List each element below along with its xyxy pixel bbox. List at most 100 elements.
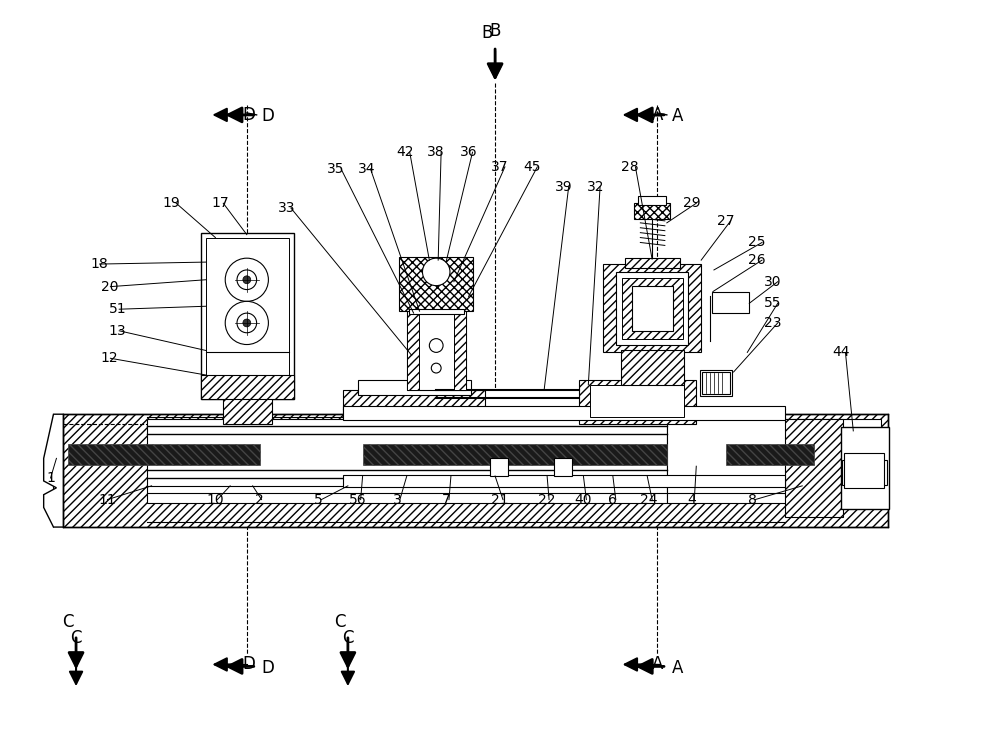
Text: 30: 30 <box>764 275 782 289</box>
Text: 4: 4 <box>687 492 696 507</box>
Bar <box>343 475 785 486</box>
Text: 11: 11 <box>99 492 116 507</box>
Bar <box>726 444 814 465</box>
Circle shape <box>225 259 268 301</box>
Text: C: C <box>62 613 74 631</box>
Text: 7: 7 <box>442 492 450 507</box>
Text: C: C <box>342 629 354 647</box>
Text: 21: 21 <box>491 492 509 507</box>
Text: 25: 25 <box>748 235 766 250</box>
Bar <box>632 285 673 331</box>
Text: 45: 45 <box>524 160 541 174</box>
Bar <box>201 232 294 399</box>
Text: 3: 3 <box>393 492 401 507</box>
Text: 56: 56 <box>349 492 367 507</box>
Bar <box>201 375 294 399</box>
Bar <box>233 331 263 419</box>
Text: 24: 24 <box>640 492 658 507</box>
Text: 35: 35 <box>327 162 345 176</box>
Bar <box>206 238 289 395</box>
Text: 27: 27 <box>717 214 734 228</box>
Bar <box>63 414 888 527</box>
Text: C: C <box>70 629 82 647</box>
Text: 51: 51 <box>108 302 126 316</box>
Text: 55: 55 <box>764 297 782 311</box>
Text: A: A <box>672 659 683 676</box>
Bar <box>343 390 485 419</box>
Text: 17: 17 <box>212 196 229 210</box>
Bar <box>622 278 683 339</box>
Text: 28: 28 <box>621 160 638 174</box>
Text: C: C <box>334 613 346 631</box>
Bar <box>579 380 696 424</box>
Text: 23: 23 <box>764 316 782 330</box>
Bar <box>147 419 667 503</box>
Text: A: A <box>672 107 683 125</box>
Bar <box>223 395 272 424</box>
Text: 8: 8 <box>748 492 757 507</box>
Text: 34: 34 <box>358 162 375 176</box>
Text: 37: 37 <box>491 160 509 174</box>
Text: 44: 44 <box>833 346 850 359</box>
Bar <box>454 311 466 390</box>
Text: D: D <box>262 659 274 676</box>
Bar <box>841 427 889 510</box>
Bar <box>702 372 730 393</box>
Bar <box>667 419 881 503</box>
Text: 33: 33 <box>278 201 296 215</box>
Bar <box>667 419 881 503</box>
Text: 42: 42 <box>396 145 414 159</box>
Bar <box>490 458 508 476</box>
Bar <box>554 458 572 476</box>
Bar <box>616 272 688 344</box>
Text: 40: 40 <box>575 492 592 507</box>
Bar <box>634 203 670 219</box>
Text: 18: 18 <box>91 257 108 271</box>
Bar <box>590 384 684 417</box>
Text: 12: 12 <box>101 352 118 365</box>
Text: 26: 26 <box>748 253 766 267</box>
Bar <box>407 311 419 390</box>
Text: D: D <box>242 656 255 673</box>
Bar <box>621 350 684 384</box>
Bar <box>785 419 843 517</box>
Text: D: D <box>242 106 255 124</box>
Circle shape <box>225 301 268 344</box>
Bar <box>842 429 887 507</box>
Text: 38: 38 <box>427 145 445 159</box>
Text: 2: 2 <box>255 492 264 507</box>
Circle shape <box>431 363 441 373</box>
Circle shape <box>422 259 450 285</box>
Bar <box>358 380 471 395</box>
Bar <box>844 454 884 488</box>
Circle shape <box>237 313 257 333</box>
Text: 19: 19 <box>162 196 180 210</box>
Bar <box>638 197 666 205</box>
Bar <box>625 259 680 268</box>
Text: 29: 29 <box>683 196 700 210</box>
Polygon shape <box>44 414 63 527</box>
Text: 1: 1 <box>46 471 55 485</box>
Bar <box>147 419 667 503</box>
Text: 36: 36 <box>460 145 477 159</box>
Bar <box>603 264 701 352</box>
Circle shape <box>429 339 443 352</box>
Bar <box>842 460 887 485</box>
Text: 39: 39 <box>555 180 573 194</box>
Text: A: A <box>652 106 663 124</box>
Text: 32: 32 <box>586 180 604 194</box>
Bar <box>399 257 473 311</box>
Text: 10: 10 <box>207 492 224 507</box>
Circle shape <box>243 276 251 284</box>
Text: 22: 22 <box>538 492 556 507</box>
Circle shape <box>237 270 257 290</box>
Bar <box>407 311 466 390</box>
Bar <box>409 309 464 314</box>
Bar <box>68 444 260 465</box>
Text: D: D <box>262 107 274 125</box>
Text: B: B <box>481 25 493 42</box>
Text: 20: 20 <box>101 279 118 294</box>
Text: 13: 13 <box>108 324 126 337</box>
Bar <box>712 291 749 313</box>
Text: B: B <box>489 22 501 40</box>
